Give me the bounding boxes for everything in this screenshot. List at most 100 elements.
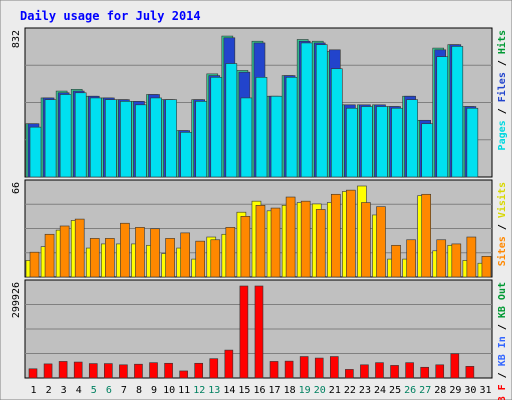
legend-middle: Sites / Visits [496,182,508,266]
legend-entry: Pages [497,120,508,150]
chart-legends: Pages / Files / Hits Sites / Visits KB F /… [496,30,508,400]
bar-sites-day-9 [150,228,160,278]
bar-pages-day-18 [285,77,298,178]
bar-pages-day-30 [466,107,479,178]
legend-entry: / [497,102,508,120]
bar-sites-day-10 [165,238,175,278]
bar-kb-f-day-4 [73,361,83,379]
bar-pages-day-16 [255,77,268,178]
bar-pages-day-29 [451,46,464,178]
bar-kb-f-day-16 [254,285,264,379]
bar-kb-f-day-24 [375,362,384,379]
bar-sites-day-20 [315,209,326,278]
bar-pages-day-9 [150,97,162,178]
x-tick-label: 8 [136,385,142,396]
x-axis-labels: 1 2 3 4 5 6 7 8 9 10 11 12 13 14 15 16 17 18 19 20 21 22 23 24 2… [31,385,492,396]
y-max-label: 66 [11,182,22,194]
bar-pages-day-5 [89,97,102,178]
bar-sites-day-8 [135,227,145,278]
bar-sites-day-22 [346,189,356,278]
x-tick-label: 20 [314,385,326,396]
x-tick-label: 11 [178,385,190,396]
bar-pages-day-6 [105,99,117,178]
bar-sites-day-26 [406,239,416,278]
legend-entry: KB F [497,384,508,400]
panel-kbytes: 299926 [11,279,493,379]
bar-sites-day-18 [285,196,296,278]
bar-kb-f-day-12 [194,362,204,379]
bar-pages-day-14 [225,63,238,178]
bar-kb-f-day-7 [119,364,128,379]
x-tick-label: 7 [121,385,127,396]
x-tick-label: 28 [434,385,446,396]
series-sites [29,189,492,278]
panel-visits-sites: 66 [11,179,493,278]
x-tick-label: 25 [389,385,401,396]
x-tick-label: 2 [46,385,52,396]
legend-entry: / [497,54,508,72]
bar-pages-day-23 [361,106,373,178]
bar-sites-day-5 [89,238,100,278]
bar-pages-day-7 [120,101,132,178]
bar-pages-day-1 [29,126,42,178]
bar-kb-f-day-21 [329,356,339,379]
x-tick-label: 9 [151,385,157,396]
x-tick-label: 13 [208,385,220,396]
y-max-label: 299926 [11,282,22,318]
bar-kb-f-day-18 [284,360,294,379]
legend-entry: KB Out [497,282,508,318]
x-tick-label: 23 [359,385,371,396]
bar-pages-day-4 [74,92,87,178]
bar-kb-f-day-6 [104,363,113,379]
x-tick-label: 31 [479,385,491,396]
bar-kb-f-day-14 [224,349,234,379]
bar-pages-day-19 [300,42,313,178]
bar-sites-day-24 [376,206,386,278]
bar-kb-f-day-11 [179,370,188,379]
x-tick-label: 27 [419,385,431,396]
bar-kb-f-day-28 [435,364,445,379]
x-tick-label: 30 [464,385,476,396]
bar-sites-day-28 [436,239,447,278]
bar-kb-f-day-17 [269,361,279,379]
bar-sites-day-16 [255,205,266,278]
x-tick-label: 1 [31,385,37,396]
bar-sites-day-30 [466,236,477,278]
legend-entry: / [497,218,508,236]
bar-sites-day-4 [74,218,85,278]
legend-bottom: KB F / KB In / KB Out [497,282,508,400]
bar-pages-day-28 [436,56,449,178]
bar-kb-f-day-22 [345,369,354,379]
x-tick-label: 17 [269,385,281,396]
x-tick-label: 12 [193,385,205,396]
x-tick-label: 3 [61,385,67,396]
x-tick-label: 26 [404,385,416,396]
chart-panels: 832 66 299926 [11,27,493,379]
bar-kb-f-day-15 [239,285,249,379]
bar-sites-day-11 [180,232,190,278]
bar-sites-day-2 [44,233,55,278]
series-kb-f [28,285,475,379]
bar-sites-day-27 [421,193,431,278]
x-tick-label: 16 [253,385,265,396]
bar-kb-f-day-23 [360,364,369,379]
bar-kb-f-day-10 [164,362,173,379]
x-tick-label: 21 [329,385,341,396]
bar-sites-day-6 [105,238,115,278]
legend-entry: Visits [496,182,508,218]
chart-title: Daily usage for July 2014 [20,9,201,23]
bar-kb-f-day-3 [58,361,68,379]
bar-kb-f-day-13 [209,358,219,379]
bar-kb-f-day-25 [390,365,399,379]
bar-sites-day-3 [59,225,70,278]
bar-pages-day-2 [44,99,57,178]
bar-sites-day-19 [300,200,311,278]
y-max-label: 832 [11,30,22,48]
bar-sites-day-21 [330,193,341,278]
bar-kb-f-day-5 [88,363,98,379]
bar-pages-day-8 [135,104,147,178]
legend-entry: Sites [496,236,508,266]
bar-sites-day-25 [391,244,401,278]
